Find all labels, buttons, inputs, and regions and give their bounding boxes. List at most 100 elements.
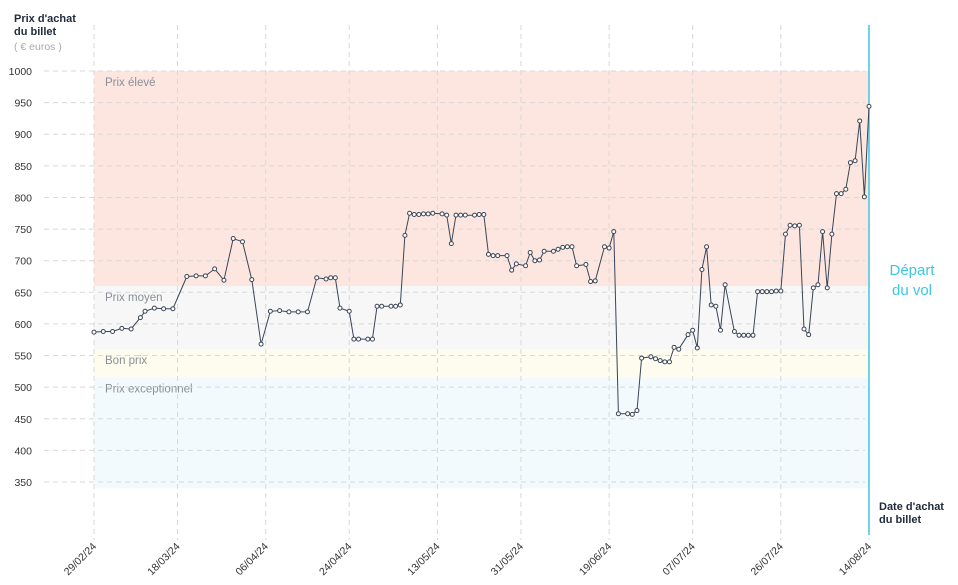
- x-axis-title: Date d'achat: [879, 501, 944, 513]
- price-point: [657, 358, 663, 364]
- price-point: [824, 285, 830, 291]
- price-point: [820, 229, 826, 235]
- x-tick-label: 18/03/24: [145, 541, 182, 578]
- price-point: [676, 346, 682, 352]
- price-point: [792, 223, 798, 229]
- price-point: [472, 212, 478, 218]
- price-point: [411, 212, 417, 218]
- price-point: [569, 244, 575, 250]
- price-point: [332, 275, 338, 281]
- zone-label: Prix moyen: [105, 292, 163, 304]
- zone: [94, 349, 869, 378]
- y-tick-label: 850: [14, 161, 32, 173]
- price-point: [750, 332, 756, 338]
- price-point: [397, 302, 403, 308]
- price-point: [550, 248, 556, 254]
- price-point: [560, 244, 566, 250]
- price-point: [527, 249, 533, 255]
- zone: [94, 71, 869, 286]
- price-point: [810, 285, 816, 291]
- price-point: [420, 211, 426, 217]
- price-point: [745, 332, 751, 338]
- price-point: [128, 326, 134, 332]
- price-point: [685, 332, 691, 338]
- price-point: [462, 212, 468, 218]
- price-point: [142, 308, 148, 314]
- price-point: [861, 194, 867, 200]
- price-point: [356, 336, 362, 342]
- y-tick-label: 500: [14, 382, 32, 394]
- zone: [94, 285, 869, 350]
- price-point: [611, 229, 617, 235]
- price-point: [852, 158, 858, 164]
- zone: [94, 377, 869, 489]
- price-point: [137, 315, 143, 321]
- x-tick-label: 14/08/24: [837, 541, 874, 578]
- price-point: [221, 277, 227, 283]
- zone-label: Prix exceptionnel: [105, 384, 193, 396]
- price-point: [704, 244, 710, 250]
- price-point: [838, 191, 844, 197]
- price-point: [634, 408, 640, 414]
- price-point: [267, 308, 273, 314]
- price-point: [346, 308, 352, 314]
- y-axis-unit: ( € euros ): [14, 41, 62, 53]
- price-point: [601, 244, 607, 250]
- price-point: [769, 289, 775, 295]
- price-point: [713, 303, 719, 309]
- price-point: [666, 359, 672, 365]
- price-point: [513, 261, 519, 267]
- y-axis-title: Prix d'achat: [14, 13, 76, 25]
- price-point: [490, 253, 496, 259]
- zone-label: Bon prix: [105, 355, 147, 367]
- price-point: [662, 359, 668, 365]
- x-tick-label: 31/05/24: [489, 541, 526, 578]
- zones: Prix élevé Prix moyen Bon prix Prix excepti…: [94, 71, 869, 489]
- price-point: [110, 329, 116, 335]
- y-tick-label: 1000: [9, 66, 33, 78]
- zone-label: Prix élevé: [105, 77, 156, 89]
- price-point: [119, 325, 125, 331]
- price-point: [230, 236, 236, 242]
- y-tick-label: 900: [14, 129, 32, 141]
- y-tick-label: 650: [14, 287, 32, 299]
- price-point: [736, 332, 742, 338]
- annotation: du vol: [892, 282, 932, 299]
- price-point: [541, 248, 547, 254]
- price-point: [495, 253, 501, 259]
- price-point: [564, 244, 570, 250]
- price-point: [717, 327, 723, 333]
- price-point: [407, 210, 413, 216]
- price-point: [369, 336, 375, 342]
- price-point: [249, 277, 255, 283]
- price-point: [847, 160, 853, 166]
- price-point: [458, 212, 464, 218]
- price-point: [337, 305, 343, 311]
- price-point: [444, 212, 450, 218]
- price-point: [773, 288, 779, 294]
- price-point: [365, 336, 371, 342]
- price-point: [532, 258, 538, 264]
- y-axis-title: du billet: [14, 26, 57, 38]
- price-point: [481, 212, 487, 218]
- price-point: [708, 302, 714, 308]
- price-point: [782, 231, 788, 237]
- price-point: [755, 289, 761, 295]
- x-tick-label: 26/07/24: [749, 541, 786, 578]
- x-tick-label: 19/06/24: [577, 541, 614, 578]
- price-point: [815, 282, 821, 288]
- price-point: [806, 332, 812, 338]
- price-point: [212, 266, 218, 272]
- price-point: [741, 332, 747, 338]
- price-point: [328, 275, 334, 281]
- price-point: [379, 303, 385, 309]
- price-point: [722, 282, 728, 288]
- price-point: [258, 341, 264, 347]
- price-point: [625, 411, 631, 417]
- price-point: [592, 278, 598, 284]
- price-point: [476, 212, 482, 218]
- y-tick-label: 950: [14, 98, 32, 110]
- price-point: [731, 329, 737, 335]
- price-point: [430, 210, 436, 216]
- y-tick-label: 550: [14, 351, 32, 363]
